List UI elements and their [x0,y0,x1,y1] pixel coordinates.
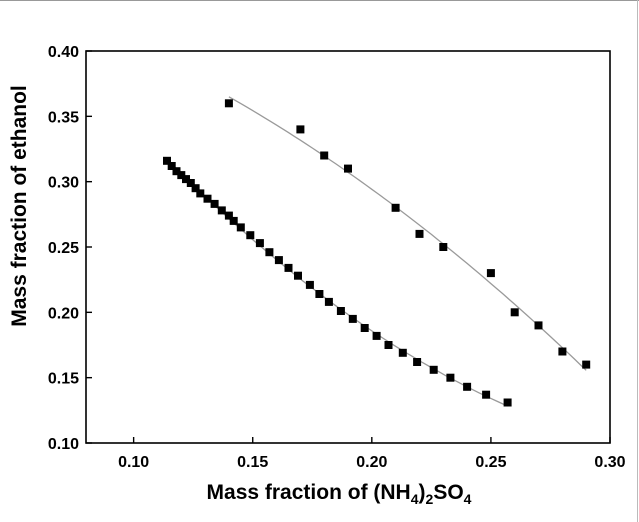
y-tick-label: 0.30 [48,175,79,192]
data-point-series-1 [274,256,283,265]
y-tick-label: 0.25 [48,240,79,257]
x-tick-label: 0.15 [237,454,268,471]
x-tick-label: 0.20 [356,454,387,471]
y-tick-label: 0.35 [48,109,79,126]
data-point-series-2 [344,164,352,173]
data-point-series-1 [398,348,407,357]
figure-right-border [637,0,638,522]
x-axis-title: Mass fraction of (NH4)2SO4 [207,481,472,507]
data-point-series-1 [429,365,438,374]
data-point-series-1 [224,211,233,220]
data-point-series-1 [284,263,293,272]
y-axis-ticks: 0.10 0.15 0.20 0.25 0.30 0.35 0.40 [48,44,92,453]
data-markers [163,99,591,407]
x-axis-ticks: 0.10 0.15 0.20 0.25 0.30 [118,437,626,471]
data-point-series-1 [324,297,333,306]
data-point-series-1 [229,216,238,225]
data-point-series-1 [348,314,357,323]
data-point-series-1 [315,290,324,298]
data-point-series-2 [510,308,519,317]
data-point-series-1 [203,194,212,203]
data-point-series-2 [439,243,448,251]
data-point-series-1 [236,223,245,232]
data-point-series-1 [360,324,369,332]
fit-line-series-1 [166,158,508,407]
data-point-series-1 [255,239,264,248]
data-point-series-1 [217,206,226,215]
x-tick-label: 0.25 [475,454,506,471]
data-point-series-1 [384,341,393,349]
data-point-series-2 [391,203,400,212]
y-tick-label: 0.15 [48,371,79,388]
data-point-series-1 [446,373,455,382]
data-point-series-2 [534,321,543,330]
data-point-series-1 [265,248,274,257]
data-point-series-1 [246,231,255,240]
data-point-series-2 [224,99,233,108]
data-point-series-2 [320,151,329,160]
x-tick-label: 0.10 [118,454,149,471]
y-tick-label: 0.20 [48,305,79,322]
data-point-series-2 [558,347,567,356]
data-point-series-2 [415,229,424,238]
data-point-series-1 [294,271,302,280]
y-tick-label: 0.40 [48,44,79,61]
data-point-series-2 [486,269,495,278]
figure-top-border [0,0,639,1]
data-point-series-1 [372,331,381,340]
data-point-series-1 [167,162,176,170]
data-point-series-1 [336,307,345,315]
fit-lines [166,96,587,407]
data-point-series-1 [196,189,205,198]
y-tick-label: 0.10 [48,436,79,453]
data-point-series-1 [210,199,219,208]
data-point-series-1 [503,398,512,407]
data-point-series-1 [177,171,186,180]
y-axis-title: Mass fraction of ethanol [8,85,31,327]
data-point-series-1 [182,175,190,184]
data-point-series-1 [413,358,422,366]
data-point-series-1 [172,167,181,176]
data-point-series-1 [163,156,171,165]
data-point-series-1 [463,382,472,391]
data-point-series-2 [296,125,305,134]
data-point-series-1 [305,280,314,289]
data-point-series-1 [482,390,491,399]
data-point-series-1 [191,184,200,193]
fit-line-series-2 [228,96,587,371]
data-point-series-2 [582,360,591,369]
plot-frame [85,50,611,444]
data-point-series-1 [186,179,195,187]
x-tick-label: 0.30 [594,454,625,471]
